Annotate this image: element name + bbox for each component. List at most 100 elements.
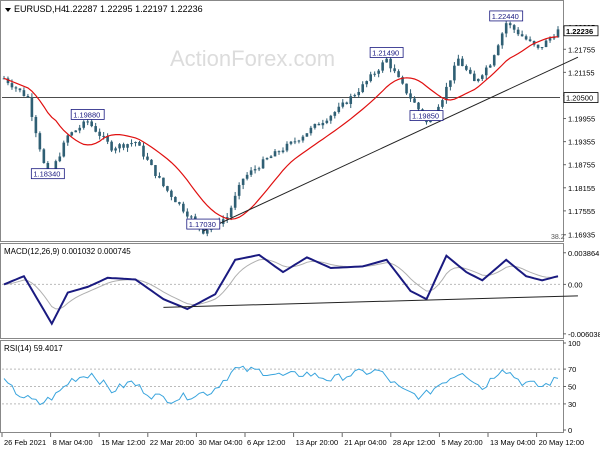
- candle-body: [548, 38, 552, 41]
- candle-body: [317, 123, 321, 126]
- time-tick-label: 30 Mar 04:00: [198, 438, 242, 447]
- rsi-line: [3, 365, 559, 406]
- candle-body: [58, 156, 62, 162]
- candle-body: [122, 144, 125, 148]
- candle-body: [22, 90, 26, 96]
- price-annotation-box: [30, 168, 65, 180]
- candle-body: [536, 44, 540, 48]
- candle-body: [26, 95, 30, 98]
- candle-body: [504, 23, 508, 34]
- candle-body: [524, 36, 528, 40]
- candle-body: [341, 102, 345, 107]
- time-tick-label: 28 Apr 12:00: [393, 438, 436, 447]
- candle-body: [540, 47, 544, 49]
- candle-body: [321, 122, 325, 126]
- candle-body: [301, 136, 305, 141]
- candle-body: [253, 169, 257, 171]
- candle-body: [162, 177, 165, 187]
- rsi-tick-label: 100: [568, 339, 581, 348]
- candle-body: [369, 74, 372, 82]
- candle-body: [405, 83, 408, 94]
- candle-body: [393, 68, 396, 72]
- candle-body: [249, 170, 253, 175]
- candle-body: [110, 141, 113, 151]
- candle-body: [413, 98, 416, 103]
- rsi-axis: 100 70 50 30 0: [563, 339, 581, 435]
- candle-body: [480, 75, 484, 79]
- candle-body: [473, 73, 476, 82]
- candle-body: [484, 67, 488, 76]
- price-annotation-label: 1.19850: [412, 112, 439, 121]
- price-tick-label: 1.18155: [568, 184, 595, 193]
- dropdown-triangle-icon[interactable]: [5, 8, 11, 12]
- candle-body: [18, 88, 22, 91]
- price-tick-label: 1.19355: [568, 138, 595, 147]
- candle-body: [441, 100, 444, 107]
- price-tick-label: 1.18755: [568, 161, 595, 170]
- candle-body: [520, 34, 524, 37]
- candle-body: [205, 229, 209, 234]
- candle-body: [14, 87, 18, 89]
- candle-body: [130, 143, 133, 145]
- price-axis: 1.223351.217551.211551.205551.199551.193…: [563, 23, 599, 240]
- candle-body: [457, 58, 460, 66]
- candle-body: [265, 158, 269, 160]
- candle-body: [357, 91, 361, 96]
- price-tick-label: 1.19955: [568, 115, 595, 124]
- candle-body: [261, 159, 265, 169]
- candle-body: [365, 81, 368, 85]
- candle-body: [102, 135, 105, 137]
- level-price-label: 1.20500: [566, 94, 593, 103]
- candle-body: [277, 151, 281, 153]
- time-tick-label: 15 Mar 12:00: [101, 438, 145, 447]
- candle-body: [329, 115, 333, 121]
- candle-body: [512, 25, 516, 30]
- candle-body: [488, 65, 492, 68]
- time-tick-label: 8 Mar 04:00: [53, 438, 93, 447]
- price-annotation-box: [186, 218, 221, 230]
- rising-trendline: [203, 56, 579, 232]
- candle-body: [445, 86, 448, 101]
- macd-axis: 0.003864 0.00 -0.006038: [563, 249, 600, 339]
- price-annotation-label: 1.19880: [73, 110, 100, 119]
- time-axis: 26 Feb 2021 8 Mar 04:00 15 Mar 12:00 22 Mar…: [1, 433, 584, 447]
- candle-body: [257, 168, 261, 170]
- macd-tick-label: -0.006038: [568, 330, 600, 339]
- candle-body: [349, 96, 353, 104]
- candle-body: [190, 216, 193, 218]
- candle-body: [325, 120, 329, 123]
- rsi-tick-label: 50: [568, 383, 576, 392]
- level-price-box: [563, 92, 599, 103]
- candle-body: [401, 77, 404, 84]
- candle-body: [273, 151, 277, 157]
- price-annotation-label: 1.21490: [372, 48, 399, 57]
- price-tick-label: 1.21155: [568, 68, 595, 77]
- candle-body: [74, 130, 78, 133]
- candle-body: [42, 149, 46, 163]
- candle-body: [134, 142, 137, 144]
- time-tick-label: 21 Apr 04:00: [344, 438, 387, 447]
- rsi-indicator: [2, 365, 560, 406]
- rsi-tick-label: 0: [568, 426, 572, 435]
- price-annotation-box: [70, 109, 105, 120]
- time-tick-label: 13 Apr 20:00: [296, 438, 339, 447]
- time-tick-label: 13 May 04:00: [490, 438, 535, 447]
- rsi-title: RSI(14) 59.4017: [4, 344, 63, 353]
- candle-body: [313, 123, 317, 128]
- candle-body: [552, 37, 556, 39]
- price-tick-label: 1.16935: [568, 231, 595, 240]
- candle-body: [469, 69, 472, 74]
- candle-body: [82, 121, 86, 128]
- macd-signal-line: [3, 258, 559, 310]
- price-tick-label: 1.17555: [568, 207, 595, 216]
- candle-body: [94, 126, 97, 132]
- macd-line: [3, 253, 559, 326]
- candle-body: [30, 97, 34, 117]
- candle-body: [38, 133, 42, 150]
- candle-body: [345, 102, 349, 104]
- candle-body: [389, 58, 392, 69]
- candle-body: [174, 196, 177, 203]
- price-annotation-label: 1.22440: [492, 12, 519, 21]
- price-annotation-box: [489, 10, 524, 22]
